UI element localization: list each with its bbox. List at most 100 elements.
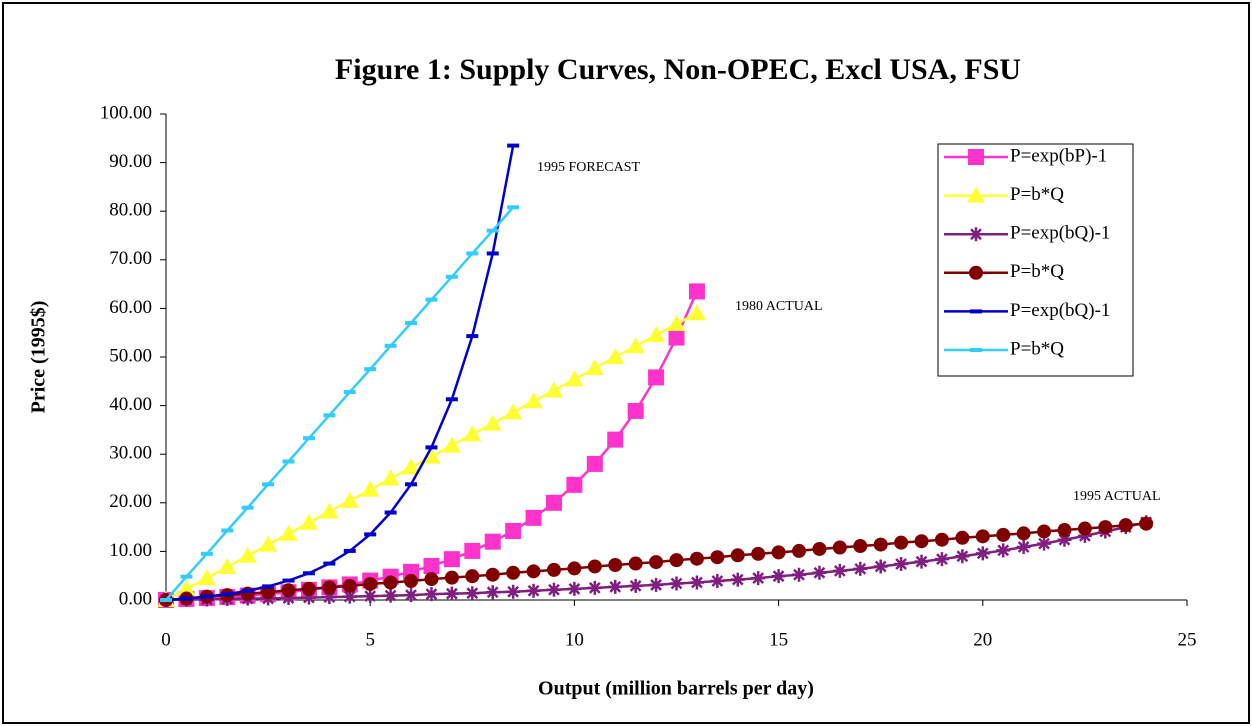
marker <box>425 445 438 450</box>
marker <box>894 535 909 550</box>
marker <box>1016 526 1031 541</box>
marker <box>1057 532 1072 547</box>
marker <box>340 491 359 508</box>
y-tick-label: 80.00 <box>109 200 152 221</box>
marker <box>483 414 502 431</box>
marker <box>241 505 254 510</box>
marker <box>384 510 397 515</box>
marker <box>465 569 480 584</box>
marker <box>200 551 213 556</box>
marker <box>425 297 438 302</box>
marker <box>647 326 666 343</box>
marker <box>1077 521 1092 536</box>
marker <box>565 370 584 387</box>
marker <box>970 309 982 314</box>
marker <box>466 251 479 256</box>
x-tick-label: 10 <box>565 629 584 650</box>
marker <box>955 530 970 545</box>
marker <box>587 580 602 595</box>
marker <box>710 550 725 565</box>
marker <box>585 359 604 376</box>
marker <box>688 283 705 300</box>
chart-title: Figure 1: Supply Curves, Non-OPEC, Excl … <box>335 53 1021 86</box>
marker <box>507 143 520 148</box>
marker <box>486 251 499 256</box>
marker <box>751 546 766 561</box>
x-tick-label: 0 <box>161 629 171 650</box>
marker <box>975 529 990 544</box>
marker <box>873 559 888 574</box>
marker <box>320 502 339 519</box>
y-tick-label: 70.00 <box>109 248 152 269</box>
marker <box>627 402 644 419</box>
marker <box>546 582 561 597</box>
marker <box>177 579 196 596</box>
marker <box>402 458 421 475</box>
marker <box>1118 518 1133 533</box>
marker <box>544 381 563 398</box>
marker <box>262 482 275 487</box>
y-tick-label: 20.00 <box>109 491 152 512</box>
legend-label: P=b*Q <box>1010 261 1064 282</box>
marker <box>261 585 276 600</box>
marker <box>444 586 459 601</box>
marker <box>299 513 318 530</box>
marker <box>484 533 501 550</box>
marker <box>422 447 441 464</box>
marker <box>975 546 990 561</box>
marker <box>1139 516 1154 531</box>
marker <box>301 590 316 605</box>
marker <box>464 542 481 559</box>
legend-label: P=b*Q <box>1010 184 1064 205</box>
y-tick-label: 40.00 <box>109 394 152 415</box>
marker <box>606 348 625 364</box>
marker <box>567 561 582 576</box>
y-tick-label: 0.00 <box>119 588 152 609</box>
marker <box>608 558 623 573</box>
marker <box>832 563 847 578</box>
y-tick-label: 60.00 <box>109 297 152 318</box>
marker <box>812 565 827 580</box>
marker <box>384 343 397 348</box>
marker <box>363 589 378 604</box>
legend-label: P=b*Q <box>1010 338 1064 359</box>
legend-label: P=exp(bQ)-1 <box>1010 223 1110 244</box>
marker <box>343 389 356 394</box>
x-tick-label: 5 <box>365 629 375 650</box>
marker <box>969 227 983 242</box>
marker <box>969 265 983 280</box>
marker <box>649 577 664 592</box>
marker <box>730 572 745 587</box>
marker <box>197 569 216 586</box>
marker <box>282 578 295 583</box>
marker <box>1077 528 1092 543</box>
marker <box>525 509 542 526</box>
marker <box>710 574 725 589</box>
marker <box>628 578 643 593</box>
marker <box>669 553 684 568</box>
marker <box>323 413 336 418</box>
marker <box>955 549 970 564</box>
marker <box>687 304 706 321</box>
marker <box>628 556 643 571</box>
marker <box>301 581 316 596</box>
marker <box>853 561 868 576</box>
marker <box>323 561 336 566</box>
marker <box>218 557 237 574</box>
marker <box>342 589 357 604</box>
marker <box>259 535 278 552</box>
marker <box>1098 520 1113 535</box>
y-tick-label: 10.00 <box>109 540 152 561</box>
marker <box>873 537 888 552</box>
marker <box>241 588 254 593</box>
marker <box>1037 536 1052 551</box>
x-tick-label: 25 <box>1178 629 1197 650</box>
marker <box>363 576 378 591</box>
marker <box>792 543 807 558</box>
marker <box>506 565 521 580</box>
marker <box>689 551 704 566</box>
marker <box>423 557 440 574</box>
marker <box>970 348 982 352</box>
series-line <box>165 206 515 601</box>
y-tick-label: 100.00 <box>100 102 152 123</box>
